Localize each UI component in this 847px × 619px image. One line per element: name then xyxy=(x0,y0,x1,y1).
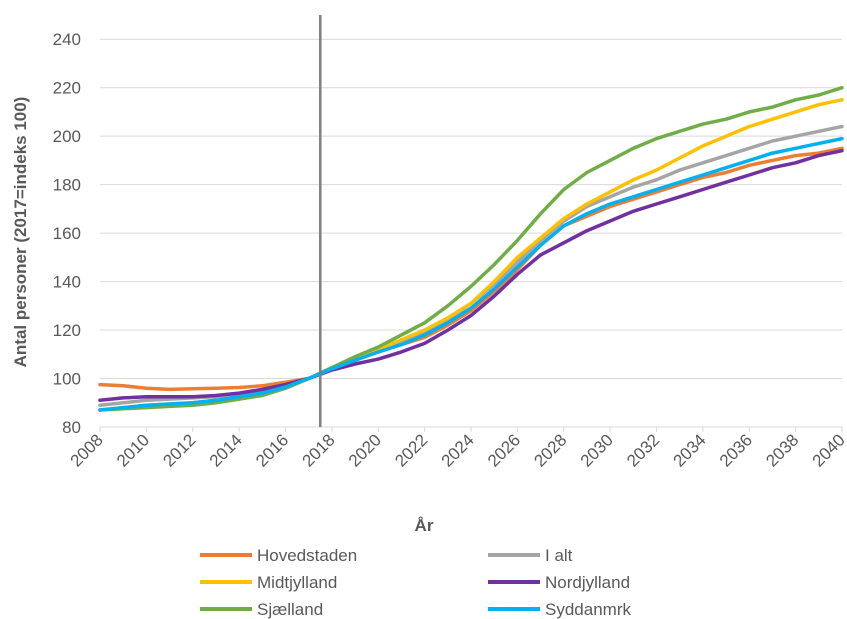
y-tick-label: 180 xyxy=(53,176,81,195)
y-tick-label: 100 xyxy=(53,370,81,389)
x-tick-label: 2012 xyxy=(159,430,199,470)
x-tick-label: 2032 xyxy=(623,430,663,470)
legend-item: Nordjylland xyxy=(488,573,630,592)
legend-item: Hovedstaden xyxy=(200,546,357,565)
y-tick-label: 220 xyxy=(53,79,81,98)
legend-label: Midtjylland xyxy=(257,573,337,592)
legend-item: I alt xyxy=(488,546,573,565)
x-tick-label: 2030 xyxy=(577,430,617,470)
y-tick-label: 140 xyxy=(53,273,81,292)
legend-label: Syddanmrk xyxy=(545,600,631,619)
x-tick-label: 2010 xyxy=(113,430,153,470)
x-tick-label: 2022 xyxy=(391,430,431,470)
x-tick-label: 2020 xyxy=(345,430,385,470)
y-tick-label: 200 xyxy=(53,127,81,146)
legend-item: Syddanmrk xyxy=(488,600,631,619)
series-line-midtjylland xyxy=(98,98,844,412)
y-tick-label: 240 xyxy=(53,30,81,49)
series-line-nordjylland xyxy=(98,148,844,403)
y-tick-label: 160 xyxy=(53,224,81,243)
legend-label: I alt xyxy=(545,546,573,565)
x-tick-label: 2024 xyxy=(438,430,478,470)
legend: Hovedstaden I alt Midtjylland Nordjylland Sj… xyxy=(200,546,631,619)
series-lines xyxy=(98,85,844,412)
x-tick-label: 2018 xyxy=(299,430,339,470)
x-tick-label: 2014 xyxy=(206,430,246,470)
legend-label: Sjælland xyxy=(257,600,323,619)
y-axis-ticks: 80 100 120 140 160 180 200 220 240 xyxy=(53,30,81,437)
legend-label: Hovedstaden xyxy=(257,546,357,565)
legend-item: Midtjylland xyxy=(200,573,337,592)
y-axis-title: Antal personer (2017=indeks 100) xyxy=(11,97,30,368)
y-tick-label: 120 xyxy=(53,321,81,340)
x-axis-ticks: 2008 2010 2012 2014 2016 2018 2020 2022 2024 2026… xyxy=(67,427,847,471)
y-tick-label: 80 xyxy=(62,418,81,437)
series-line-syddanmrk xyxy=(98,136,844,412)
series-line-i-alt xyxy=(98,124,844,407)
series-line-sjælland xyxy=(98,85,844,412)
legend-label: Nordjylland xyxy=(545,573,630,592)
gridlines xyxy=(100,38,842,380)
legend-item: Sjælland xyxy=(200,600,323,619)
x-tick-label: 2040 xyxy=(809,430,847,470)
x-tick-label: 2034 xyxy=(670,430,710,470)
series-line-hovedstaden xyxy=(98,146,844,392)
x-tick-label: 2026 xyxy=(484,430,524,470)
x-axis-title: År xyxy=(415,516,434,535)
x-tick-label: 2016 xyxy=(252,430,292,470)
x-tick-label: 2036 xyxy=(716,430,756,470)
x-tick-label: 2028 xyxy=(530,430,570,470)
x-tick-label: 2038 xyxy=(762,430,802,470)
